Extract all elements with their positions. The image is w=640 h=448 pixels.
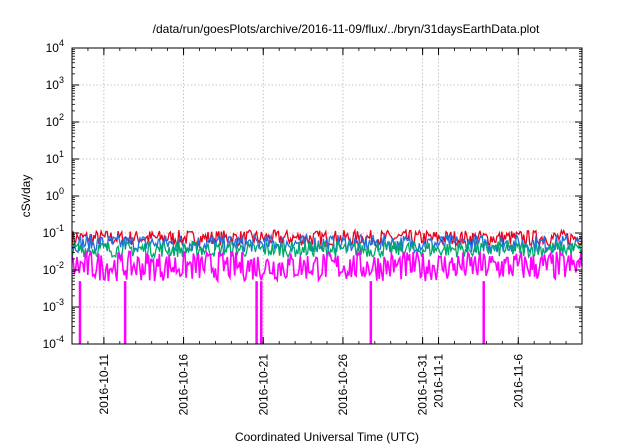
series-line [71,248,583,284]
y-tick-label: 100 [46,186,64,203]
plot-frame [71,47,583,345]
x-tick-label: 2016-11-6 [511,354,525,408]
y-axis: 10-4 10-3 10-2 10-1 100 101 102 103 104 [43,38,582,351]
x-tick-label: 2016-10-21 [256,354,270,416]
y-tick-label: 10-3 [43,297,64,314]
y-tick-label: 10-4 [43,334,64,351]
chart-title: /data/run/goesPlots/archive/2016-11-09/f… [153,22,540,36]
y-tick-label: 103 [46,75,64,92]
y-tick-label: 10-2 [43,260,64,277]
y-tick-label: 104 [46,38,64,55]
y-axis-label: cSv/day [19,175,33,218]
x-axis-label: Coordinated Universal Time (UTC) [235,430,419,444]
y-tick-label: 102 [46,112,64,129]
grid [72,48,582,344]
x-tick-label: 2016-10-26 [336,354,350,416]
plot-series [71,228,583,344]
x-tick-label: 2016-10-16 [177,354,191,416]
x-tick-label: 2016-11-1 [432,354,446,408]
x-axis: 2016-10-11 2016-10-16 2016-10-21 2016-10-26… [71,48,583,416]
x-tick-label: 2016-10-31 [416,354,430,416]
x-tick-label: 2016-10-11 [97,354,111,415]
y-tick-label: 101 [46,149,64,166]
y-tick-label: 10-1 [43,223,64,240]
